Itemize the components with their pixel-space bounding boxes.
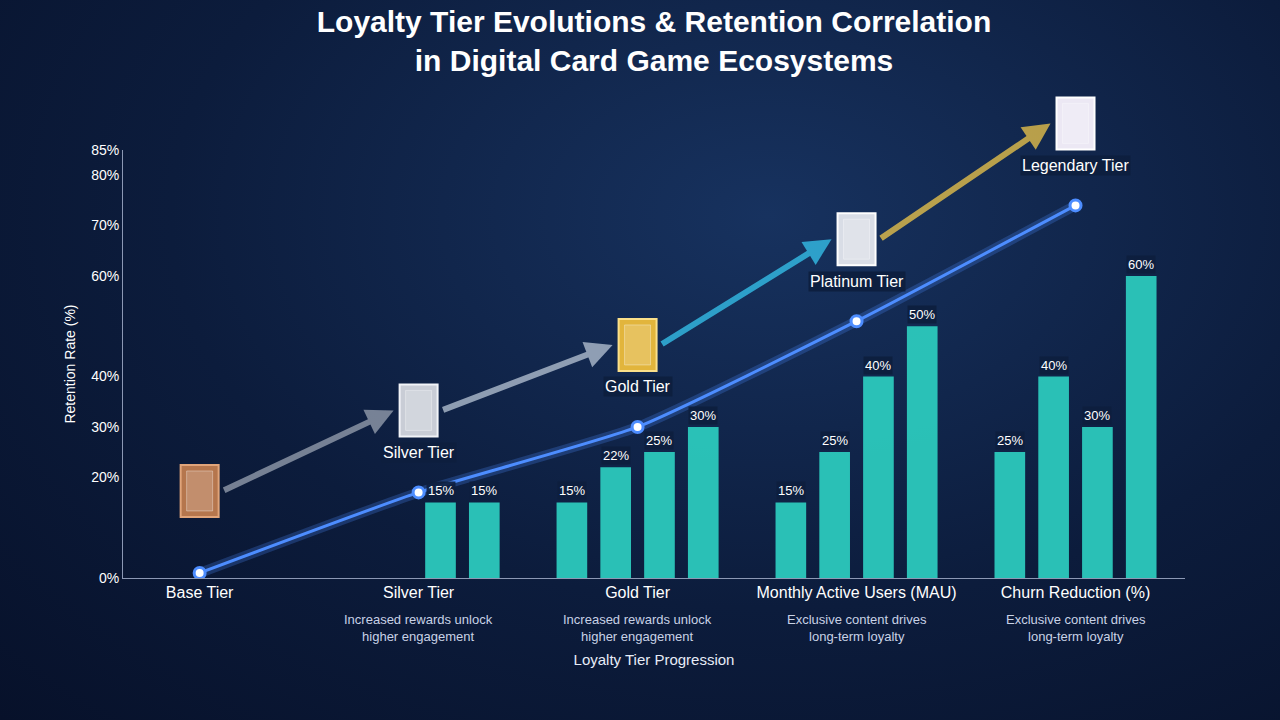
svg-text:Increased rewards unlockhigher: Increased rewards unlockhigher engagemen…	[344, 612, 493, 644]
svg-text:50%: 50%	[909, 307, 935, 322]
svg-text:22%: 22%	[603, 448, 629, 463]
svg-text:Platinum Tier: Platinum Tier	[810, 273, 904, 290]
svg-text:40%: 40%	[865, 358, 891, 373]
svg-text:40%: 40%	[91, 368, 119, 384]
svg-text:70%: 70%	[91, 217, 119, 233]
svg-text:25%: 25%	[997, 433, 1023, 448]
svg-text:30%: 30%	[690, 408, 716, 423]
svg-text:20%: 20%	[91, 469, 119, 485]
svg-text:15%: 15%	[428, 483, 454, 498]
svg-text:Exclusive content driveslong-t: Exclusive content driveslong-term loyalt…	[787, 612, 927, 644]
svg-text:30%: 30%	[1084, 408, 1110, 423]
svg-text:60%: 60%	[1128, 257, 1154, 272]
svg-text:Loyalty Tier Progression: Loyalty Tier Progression	[574, 651, 735, 668]
svg-text:Monthly Active Users (MAU): Monthly Active Users (MAU)	[757, 584, 957, 601]
svg-text:40%: 40%	[1041, 358, 1067, 373]
svg-text:Gold Tier: Gold Tier	[605, 584, 671, 601]
svg-text:0%: 0%	[99, 570, 119, 586]
svg-text:30%: 30%	[91, 419, 119, 435]
svg-text:Gold Tier: Gold Tier	[605, 378, 671, 395]
svg-text:15%: 15%	[778, 483, 804, 498]
svg-text:Exclusive content driveslong-t: Exclusive content driveslong-term loyalt…	[1006, 612, 1146, 644]
svg-text:80%: 80%	[91, 167, 119, 183]
svg-text:25%: 25%	[822, 433, 848, 448]
svg-text:Legendary Tier: Legendary Tier	[1022, 157, 1129, 174]
svg-text:85%: 85%	[91, 142, 119, 158]
svg-text:60%: 60%	[91, 268, 119, 284]
svg-text:Churn Reduction (%): Churn Reduction (%)	[1001, 584, 1150, 601]
svg-text:15%: 15%	[559, 483, 585, 498]
svg-text:Loyalty Tier Evolutions & Rete: Loyalty Tier Evolutions & Retention Corr…	[317, 5, 992, 77]
svg-text:Retention Rate (%): Retention Rate (%)	[62, 304, 78, 423]
svg-text:Increased rewards unlockhigher: Increased rewards unlockhigher engagemen…	[563, 612, 712, 644]
svg-text:Silver Tier: Silver Tier	[383, 444, 455, 461]
svg-text:Silver Tier: Silver Tier	[383, 584, 455, 601]
svg-text:Base Tier: Base Tier	[166, 584, 234, 601]
svg-text:25%: 25%	[646, 433, 672, 448]
svg-text:15%: 15%	[471, 483, 497, 498]
